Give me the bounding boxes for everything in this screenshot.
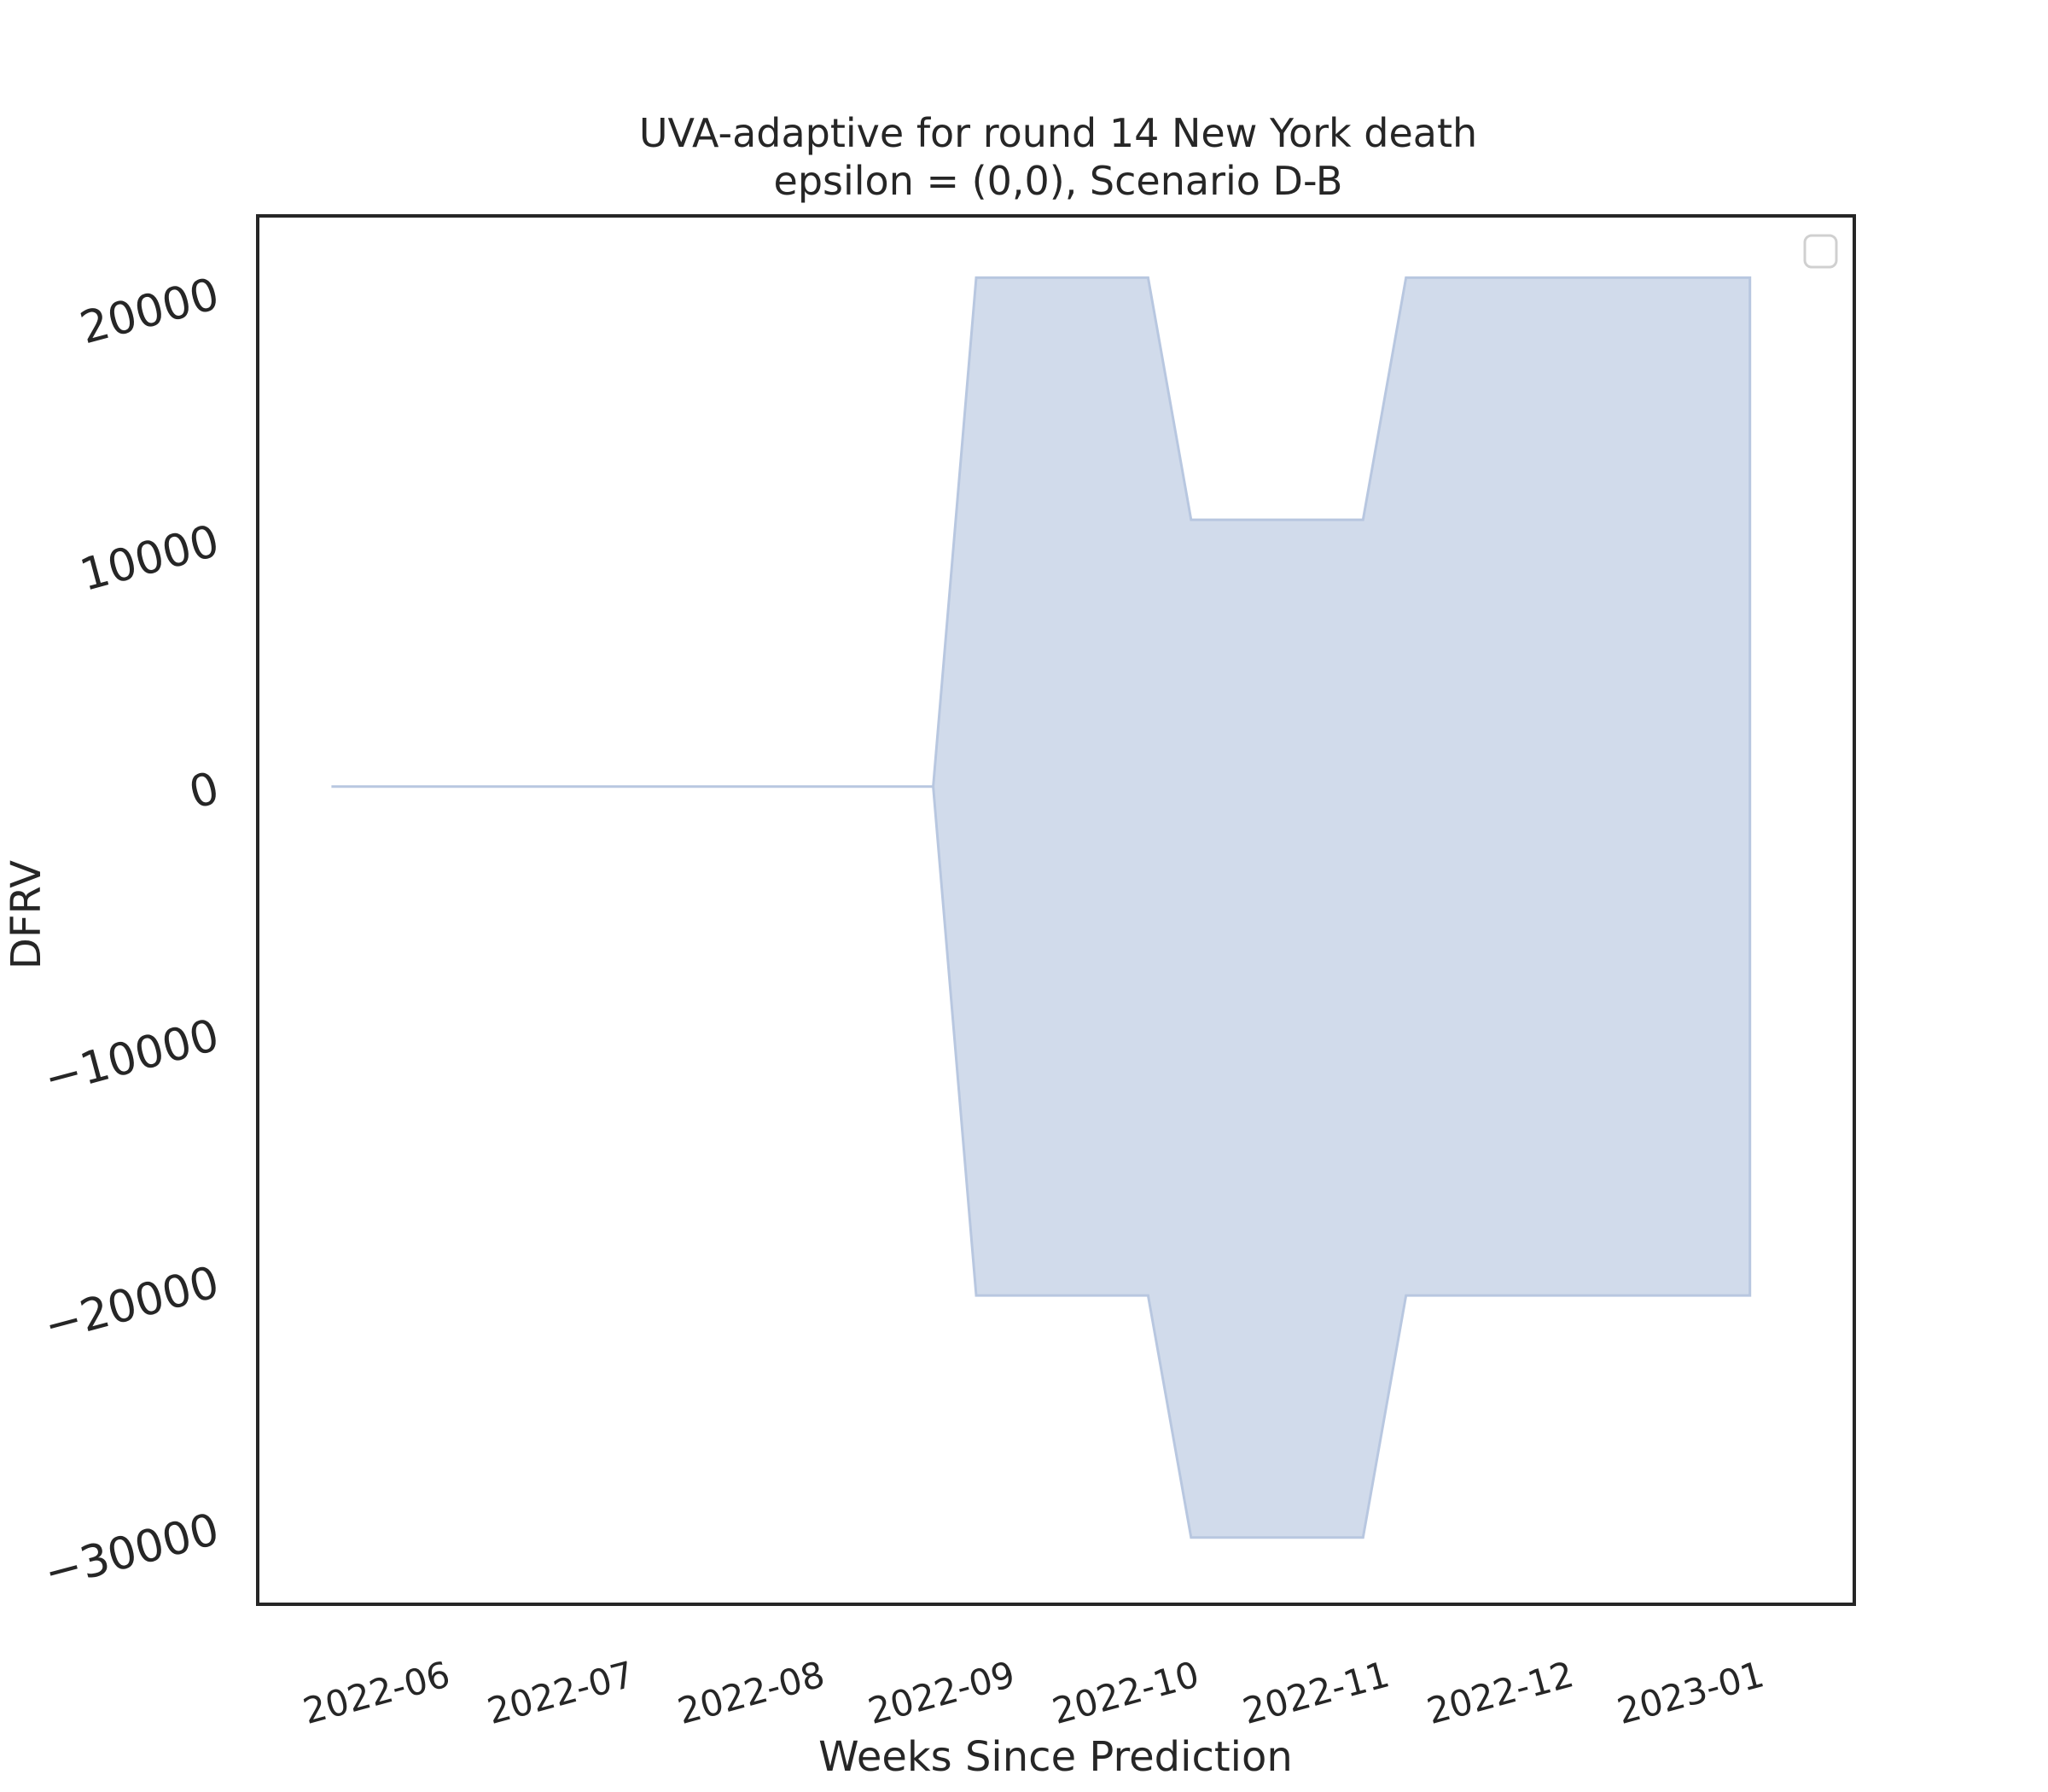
plot-area — [331, 276, 1752, 1539]
x-tick-label: 2022-06 — [299, 1653, 454, 1732]
chart-title: UVA-adaptive for round 14 New York death — [639, 110, 1477, 156]
y-tick-label: −30000 — [39, 1504, 224, 1599]
y-tick-label: 20000 — [75, 269, 224, 355]
chart-subtitle: epsilon = (0,0), Scenario D-B — [774, 158, 1343, 204]
legend-box — [1803, 234, 1838, 269]
x-tick-label: 2023-01 — [1613, 1653, 1768, 1732]
x-tick-label: 2022-08 — [673, 1653, 829, 1732]
y-tick-label: 10000 — [75, 515, 224, 602]
x-axis-label: Weeks Since Prediction — [818, 1733, 1293, 1781]
x-tick-label: 2022-09 — [864, 1653, 1019, 1732]
x-tick-label: 2022-10 — [1048, 1653, 1203, 1732]
x-tick-label: 2022-11 — [1238, 1653, 1393, 1732]
y-tick-label: −20000 — [39, 1257, 224, 1353]
y-axis: 20000 10000 0 −10000 −20000 −30000 — [39, 269, 224, 1600]
axes-frame — [256, 214, 1856, 1606]
y-tick-label: 0 — [184, 763, 224, 820]
x-axis: 2022-06 2022-07 2022-08 2022-09 2022-10 2022-… — [299, 1653, 1768, 1732]
x-tick-label: 2022-12 — [1423, 1653, 1578, 1732]
y-tick-label: −10000 — [39, 1009, 224, 1105]
x-tick-label: 2022-07 — [483, 1653, 638, 1732]
y-axis-label: DFRV — [3, 860, 50, 969]
series-band-0 — [331, 276, 1752, 1539]
